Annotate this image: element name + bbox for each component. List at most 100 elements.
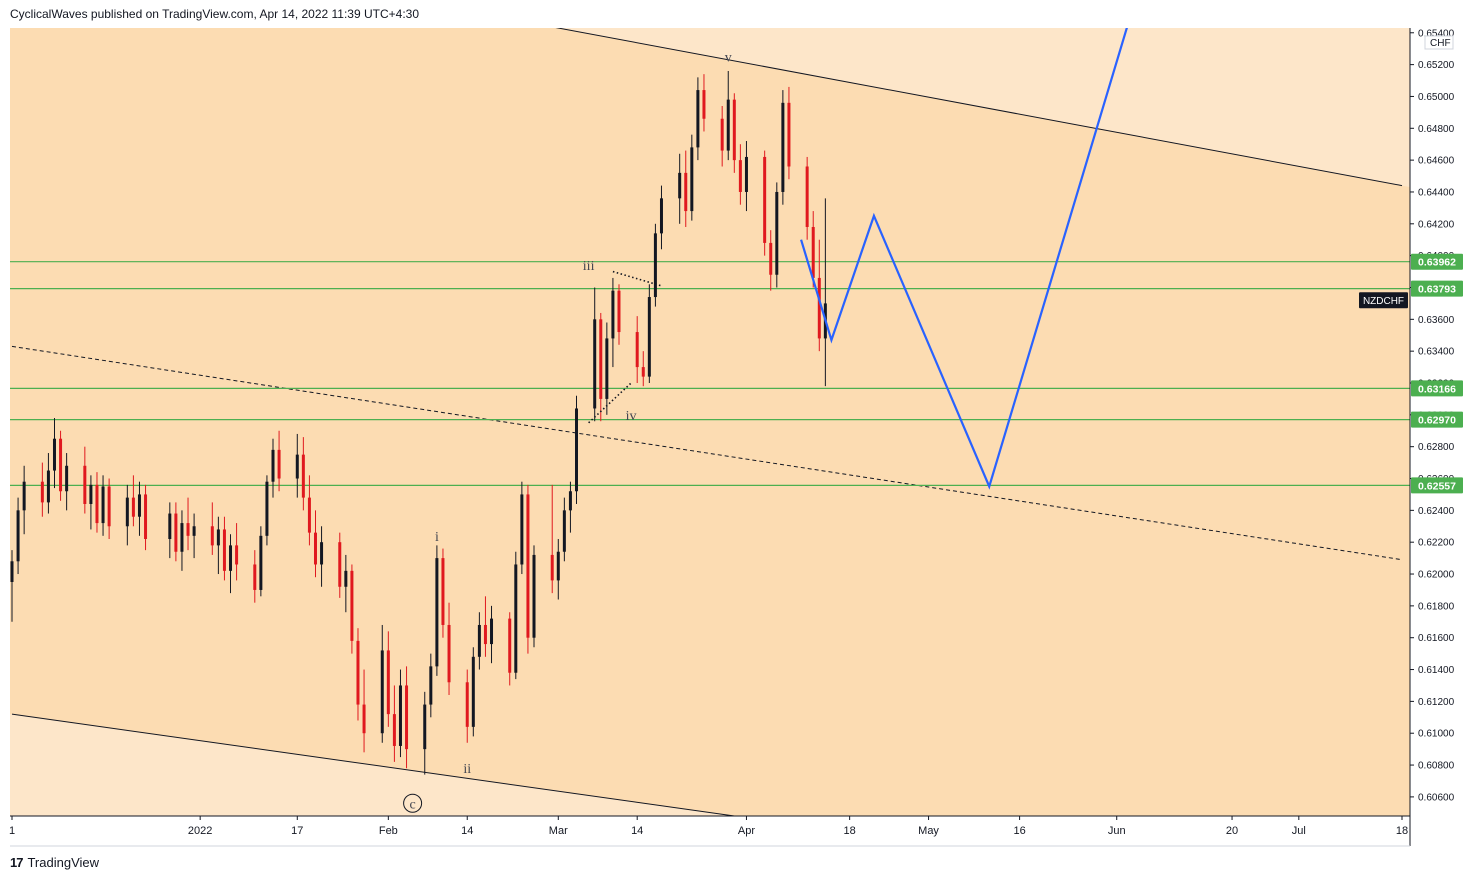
level-price-badge — [1411, 411, 1463, 428]
wave-label-2: iv — [626, 409, 637, 424]
candle-body — [605, 338, 609, 399]
candle — [441, 548, 445, 638]
level-price-badge — [1411, 280, 1463, 297]
candle-body — [684, 172, 688, 212]
candle — [532, 545, 536, 648]
publisher-line: CyclicalWaves published on TradingView.c… — [10, 7, 420, 21]
candle — [10, 550, 14, 622]
candle — [763, 150, 767, 256]
candle — [40, 462, 44, 517]
price-axis[interactable]: 0.60600 0.60800 0.61000 0.61200 0.61400 0.616… — [1359, 28, 1463, 803]
candle — [22, 465, 26, 535]
price-tick-label: 0.64600 — [1418, 156, 1455, 167]
time-tick-label: Feb — [379, 825, 398, 837]
candle-body — [811, 226, 815, 278]
candle-body — [362, 704, 366, 734]
candle — [659, 185, 663, 250]
time-tick-label: 18 — [844, 825, 856, 837]
price-tick-label: 0.63600 — [1418, 315, 1455, 326]
candle — [59, 430, 63, 501]
time-tick-label: Jun — [1108, 825, 1126, 837]
time-axis[interactable]: 1 2022 17 Feb 14 Mar 14 Apr 18 May 16 Jun 20 Jul 18 — [9, 816, 1408, 837]
candle-body — [805, 166, 809, 227]
candle-body — [356, 640, 360, 705]
candle-body — [520, 494, 524, 565]
candle-body — [398, 685, 402, 746]
candle — [781, 90, 785, 205]
candle-body — [222, 529, 226, 571]
candle-body — [125, 497, 129, 527]
candle-body — [107, 486, 111, 527]
candle — [647, 284, 651, 383]
candle-body — [253, 564, 257, 590]
candle-body — [89, 484, 93, 504]
candle — [775, 182, 779, 288]
candle — [471, 647, 475, 737]
candle — [769, 230, 773, 291]
currency-label: CHF — [1430, 38, 1451, 49]
candle — [562, 497, 566, 562]
candle — [405, 666, 409, 769]
level-price-label: 0.63962 — [1418, 257, 1456, 269]
candle — [144, 484, 148, 551]
candle — [229, 534, 233, 594]
candle — [307, 475, 311, 546]
candle — [180, 510, 184, 571]
candle — [101, 475, 105, 536]
candle — [313, 510, 317, 578]
candle-body — [392, 714, 396, 746]
candle-body — [775, 191, 779, 275]
candle — [277, 430, 281, 492]
candle — [593, 287, 597, 422]
candle — [89, 475, 93, 530]
candle — [726, 70, 730, 161]
candle — [356, 628, 360, 721]
triangle-line-0 — [612, 270, 662, 287]
footer-brand: TradingView — [27, 854, 100, 870]
candle-body — [83, 465, 87, 504]
level-price-label: 0.63166 — [1418, 383, 1456, 395]
candle — [423, 691, 427, 775]
candle — [811, 211, 815, 288]
candle-body — [16, 510, 20, 562]
candle — [95, 472, 99, 533]
time-tick-label: Apr — [738, 825, 755, 837]
candle — [301, 437, 305, 511]
candle-body — [769, 242, 773, 275]
candle — [435, 545, 439, 676]
candle-body — [641, 367, 645, 377]
candle — [617, 284, 621, 345]
triangle-line-1 — [588, 382, 632, 424]
candle — [235, 523, 239, 581]
candle — [125, 484, 129, 546]
candle — [137, 481, 141, 536]
candle-body — [647, 297, 651, 377]
candle-body — [40, 481, 44, 503]
candle-body — [295, 454, 299, 479]
candle-body — [508, 618, 512, 673]
candle-body — [763, 156, 767, 243]
candle — [253, 550, 257, 603]
candle — [611, 277, 615, 368]
candle-body — [490, 618, 494, 645]
candle — [477, 612, 481, 670]
candle — [265, 475, 269, 546]
candle-body — [593, 319, 597, 409]
candle — [635, 316, 639, 383]
candle — [678, 153, 682, 224]
candle — [817, 239, 821, 352]
candle-body — [95, 484, 99, 524]
candle-body — [787, 102, 791, 167]
candle — [186, 497, 190, 551]
symbol-badge — [1359, 292, 1408, 309]
candle-body — [216, 529, 220, 546]
candle-body — [744, 156, 748, 192]
price-tick-label: 0.61400 — [1418, 665, 1455, 676]
price-tick-label: 0.63400 — [1418, 347, 1455, 358]
candle-body — [817, 277, 821, 339]
time-tick-label: 1 — [9, 825, 15, 837]
candle-body — [659, 198, 663, 234]
level-price-label: 0.62557 — [1418, 480, 1456, 492]
candle-body — [720, 118, 724, 151]
